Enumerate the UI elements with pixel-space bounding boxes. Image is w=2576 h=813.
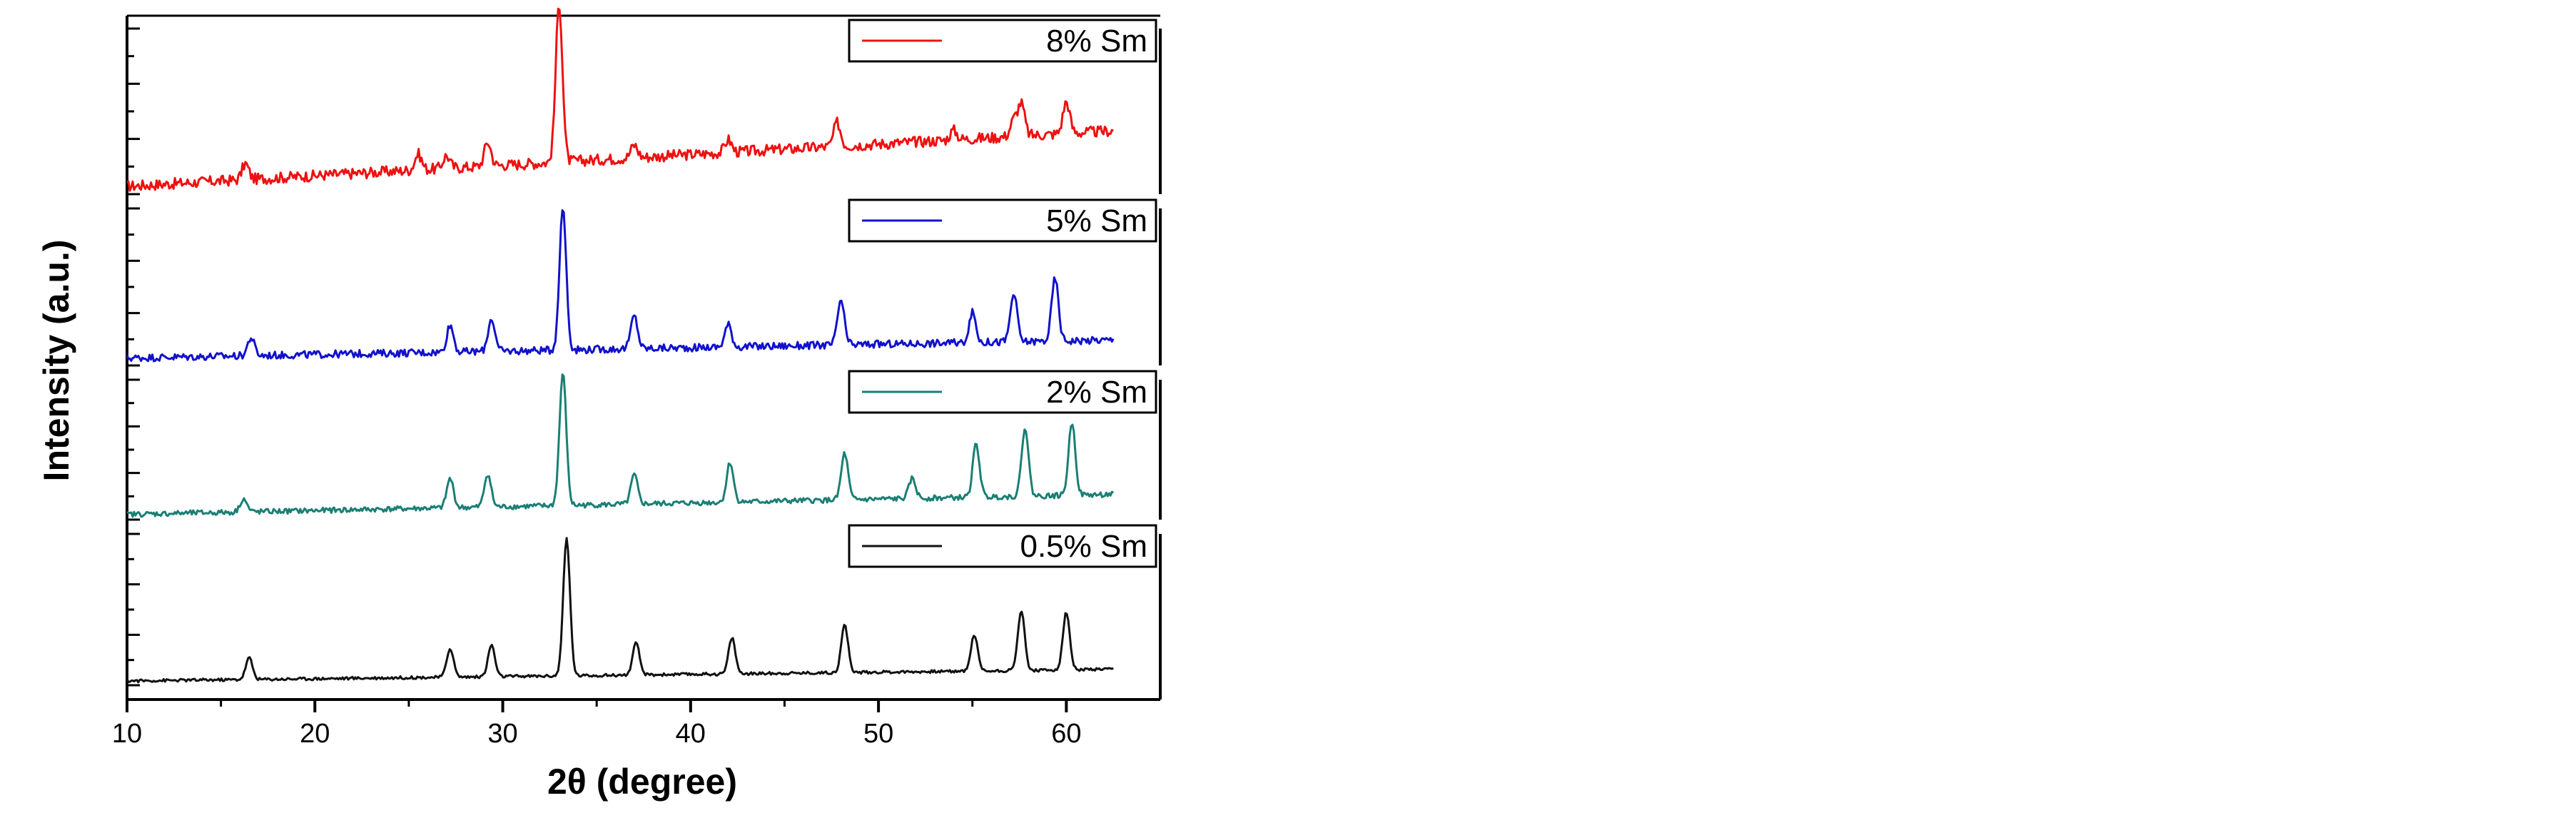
series-line	[126, 537, 1114, 684]
x-tick-label: 30	[487, 719, 517, 749]
legend-label: 0.5% Sm	[1020, 529, 1147, 564]
legend-box	[848, 198, 1157, 243]
series-layer	[126, 7, 1115, 684]
x-tick-label: 10	[112, 719, 142, 749]
x-tick-label: 50	[863, 719, 893, 749]
x-tick-label: 40	[676, 719, 706, 749]
x-tick-label: 20	[300, 719, 330, 749]
x-axis-title: 2θ (degree)	[547, 762, 737, 802]
series-line	[126, 209, 1115, 363]
y-axis-title: Intensity (a.u.)	[36, 240, 76, 482]
legend-label: 8% Sm	[1046, 24, 1147, 59]
series-line	[126, 373, 1115, 518]
legend-label: 2% Sm	[1046, 375, 1147, 410]
series-line	[126, 7, 1114, 192]
legend-layer: 8% Sm 5% Sm 2% Sm 0.5% Sm	[848, 19, 1157, 568]
x-ticks: 10 20 30 40 50 60	[112, 700, 1082, 749]
x-tick-label: 60	[1051, 719, 1081, 749]
legend-label: 5% Sm	[1046, 203, 1147, 238]
y-ticks	[127, 27, 140, 687]
